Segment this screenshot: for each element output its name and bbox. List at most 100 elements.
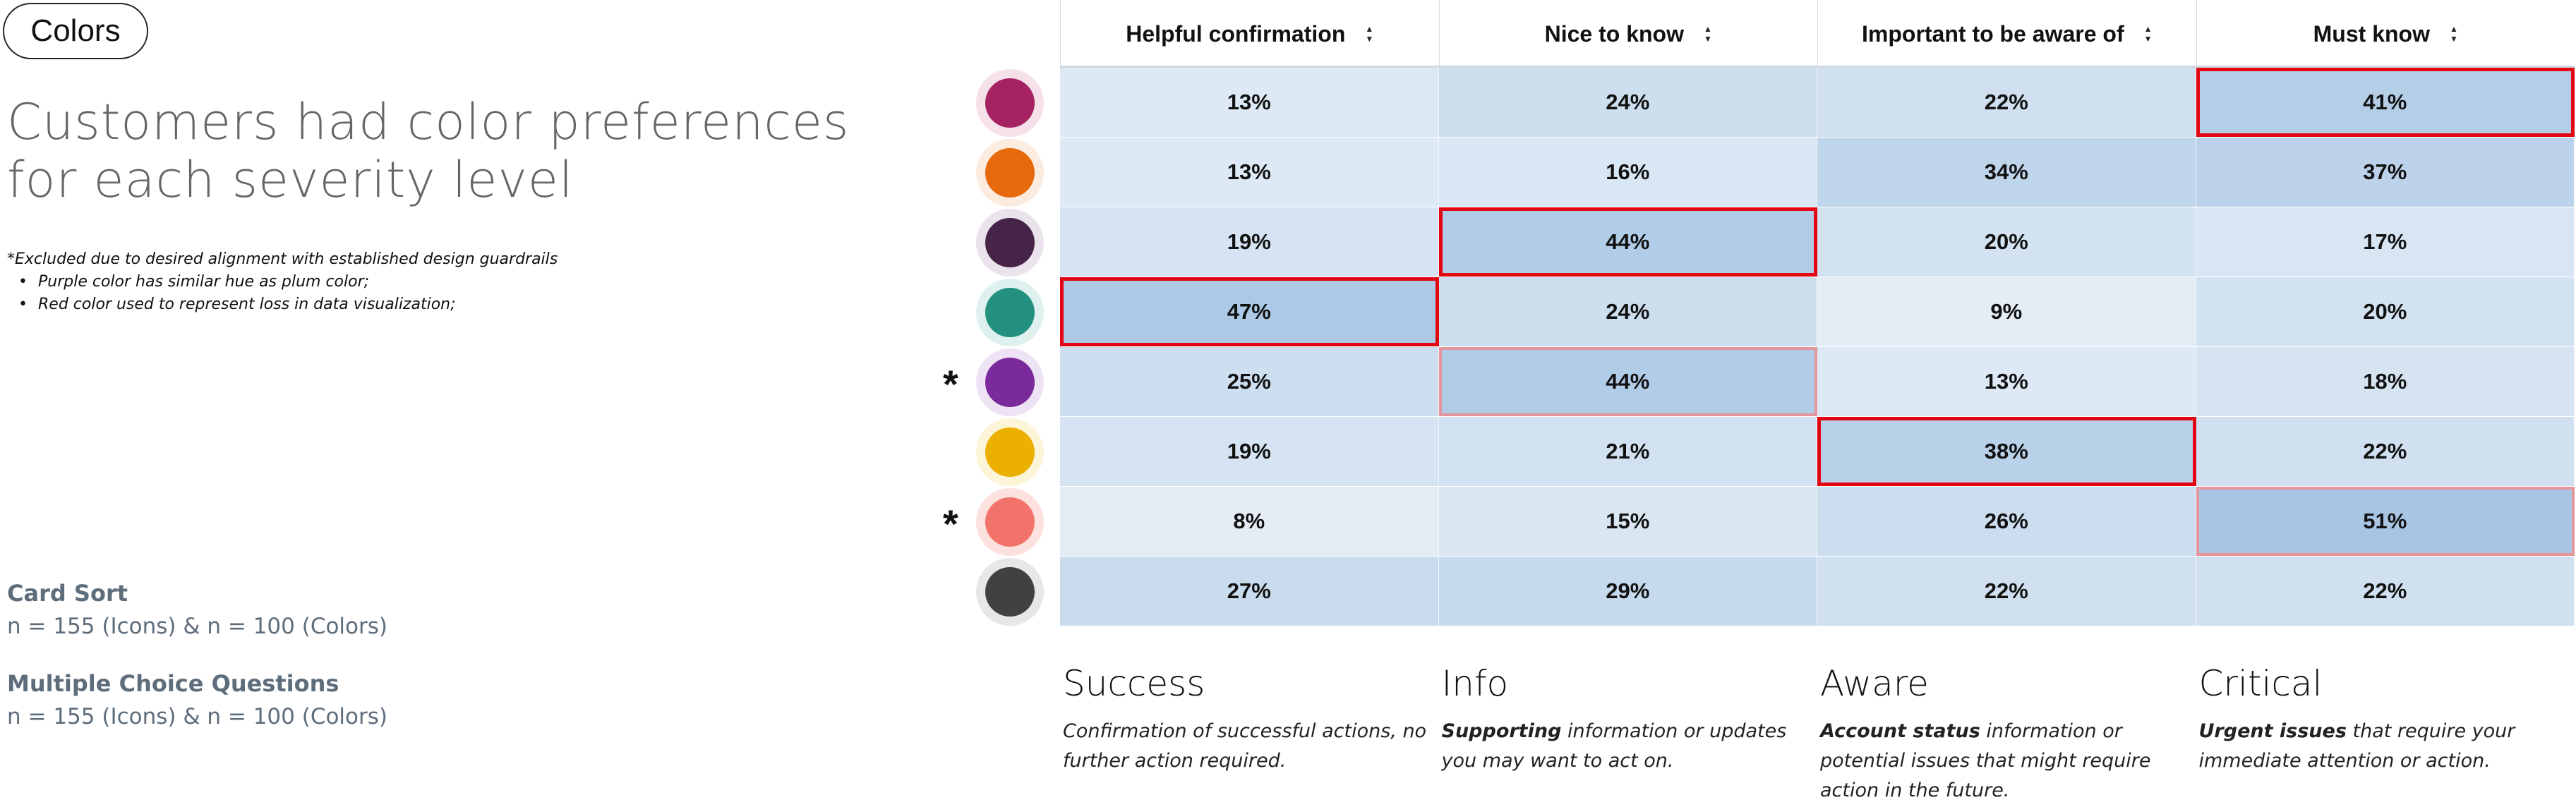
legend-info: Info Supporting information or updates yo… [1442,663,1809,776]
color-swatch-row [967,138,1052,207]
meta-value: n = 155 (Icons) & n = 100 (Colors) [7,704,388,729]
percentage-cell: 29% [1438,557,1817,626]
color-swatch [985,567,1035,617]
color-swatch [985,427,1035,477]
color-swatch-row [967,207,1052,277]
legend-description: Urgent issues that require your immediat… [2198,720,2515,772]
percentage-cell: 13% [1817,347,2196,416]
sort-icon[interactable]: ▲ ▼ [1365,24,1374,44]
color-swatch-column: * * [943,68,1052,626]
legend-title: Aware [1820,663,1929,704]
color-swatch [985,78,1035,128]
color-swatch-row: * [943,487,1052,557]
table-row: 19% 21% 38% 22% [1060,417,2575,487]
percentage-cell: 38% [1817,417,2196,486]
legend-title: Info [1441,663,1509,704]
table-row: 19% 44% 20% 17% [1060,207,2575,277]
table-row: 25% 44% 13% 18% [1060,347,2575,417]
color-swatch [985,497,1035,547]
percentage-cell: 17% [2196,207,2575,277]
table-row: 13% 24% 22% 41% [1060,68,2575,138]
color-swatch [985,148,1035,198]
legend-description: Account status information or potential … [1820,720,2151,801]
percentage-cell: 27% [1060,557,1439,626]
column-header-label: Nice to know [1544,20,1684,47]
percentage-cell: 41% [2196,68,2575,137]
page-title: Customers had color preferences for each… [7,93,854,209]
excluded-asterisk: * [943,362,958,406]
column-header[interactable]: Nice to know ▲ ▼ [1438,0,1818,68]
percentage-cell: 25% [1060,347,1439,416]
sort-icon[interactable]: ▲ ▼ [2143,24,2153,44]
legend-critical: Critical Urgent issues that require your … [2199,663,2566,776]
percentage-cell: 15% [1438,487,1817,556]
colors-badge: Colors [3,3,148,59]
title-line-1: Customers had color preferences [7,93,850,151]
excluded-asterisk: * [943,502,958,546]
percentage-cell: 18% [2196,347,2575,416]
percentage-cell: 20% [1817,207,2196,277]
percentage-cell: 51% [2196,487,2575,556]
title-line-2: for each severity level [7,151,574,209]
table-row: 13% 16% 34% 37% [1060,138,2575,207]
percentage-cell: 13% [1060,138,1439,207]
table-row: 47% 24% 9% 20% [1060,277,2575,347]
color-swatch-row [967,277,1052,347]
table-row: 27% 29% 22% 22% [1060,557,2575,626]
column-header-label: Helpful confirmation [1126,20,1346,47]
percentage-cell: 22% [1817,557,2196,626]
exclusion-footnote: *Excluded due to desired alignment with … [7,248,713,316]
color-swatch-row [967,68,1052,138]
percentage-cell: 24% [1438,277,1817,346]
color-swatch [985,288,1035,337]
percentage-cell: 19% [1060,417,1439,486]
meta-label: Multiple Choice Questions [7,670,339,697]
percentage-cell: 8% [1060,487,1439,556]
percentage-cell: 21% [1438,417,1817,486]
preference-table: Helpful confirmation ▲ ▼ Nice to know ▲ ▼ Impo… [1060,0,2575,628]
percentage-cell: 20% [2196,277,2575,346]
percentage-cell: 24% [1438,68,1817,137]
percentage-cell: 44% [1438,207,1817,277]
legend-success: Success Confirmation of successful action… [1063,663,1430,776]
legend-aware: Aware Account status information or poten… [1820,663,2187,806]
footnote-title: *Excluded due to desired alignment with … [7,250,558,268]
percentage-cell: 47% [1060,277,1439,346]
column-header-label: Important to be aware of [1862,20,2124,47]
color-swatch [985,218,1035,267]
column-header[interactable]: Important to be aware of ▲ ▼ [1817,0,2196,68]
percentage-cell: 9% [1817,277,2196,346]
percentage-cell: 13% [1060,68,1439,137]
legend-description: Supporting information or updates you ma… [1441,720,1787,772]
percentage-cell: 26% [1817,487,2196,556]
color-swatch-row [967,417,1052,487]
percentage-cell: 22% [2196,557,2575,626]
footnote-bullet: Red color used to represent loss in data… [7,293,713,316]
percentage-cell: 34% [1817,138,2196,207]
footnote-bullet: Purple color has similar hue as plum col… [7,271,713,293]
percentage-cell: 22% [2196,417,2575,486]
percentage-cell: 37% [2196,138,2575,207]
meta-value: n = 155 (Icons) & n = 100 (Colors) [7,614,388,639]
color-swatch [985,358,1035,407]
percentage-cell: 19% [1060,207,1439,277]
column-header-label: Must know [2313,20,2430,47]
legend-title: Critical [2198,663,2323,704]
meta-label: Card Sort [7,580,128,607]
legend-description: Confirmation of successful actions, no f… [1063,720,1427,772]
table-body: 13% 24% 22% 41% 13% 16% 34% 37% 19% 44% 20% 17% 47% 2… [1060,68,2575,626]
column-header[interactable]: Helpful confirmation ▲ ▼ [1060,0,1439,68]
card-sort-meta: Card Sort n = 155 (Icons) & n = 100 (Col… [7,580,642,639]
percentage-cell: 16% [1438,138,1817,207]
percentage-cell: 22% [1817,68,2196,137]
legend-title: Success [1063,663,1205,704]
color-swatch-row: * [943,347,1052,417]
multiple-choice-meta: Multiple Choice Questions n = 155 (Icons… [7,670,642,729]
sort-icon[interactable]: ▲ ▼ [1703,24,1712,44]
sort-icon[interactable]: ▲ ▼ [2449,24,2458,44]
percentage-cell: 44% [1438,347,1817,416]
color-swatch-row [967,557,1052,626]
column-header[interactable]: Must know ▲ ▼ [2196,0,2575,68]
table-header: Helpful confirmation ▲ ▼ Nice to know ▲ ▼ Impo… [1060,0,2575,68]
table-row: 8% 15% 26% 51% [1060,487,2575,557]
